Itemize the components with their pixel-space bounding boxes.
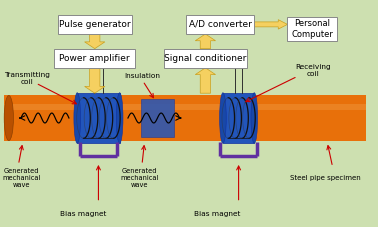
- FancyArrow shape: [195, 68, 215, 93]
- FancyArrow shape: [85, 34, 105, 49]
- FancyArrow shape: [85, 68, 105, 93]
- Text: Bias magnet: Bias magnet: [60, 211, 107, 217]
- FancyBboxPatch shape: [164, 49, 247, 68]
- FancyBboxPatch shape: [288, 17, 337, 41]
- Text: A/D converter: A/D converter: [189, 20, 252, 29]
- Text: Bias magnet: Bias magnet: [194, 211, 241, 217]
- Text: Generated
mechanical
wave: Generated mechanical wave: [121, 168, 159, 188]
- Text: Receiving
coil: Receiving coil: [295, 64, 331, 77]
- Text: Transmitting
coil: Transmitting coil: [5, 72, 50, 85]
- Text: Personal
Computer: Personal Computer: [291, 19, 333, 39]
- Bar: [223, 93, 254, 143]
- Text: Steel pipe specimen: Steel pipe specimen: [290, 175, 361, 181]
- Ellipse shape: [4, 95, 14, 141]
- FancyBboxPatch shape: [58, 15, 132, 34]
- FancyBboxPatch shape: [54, 49, 135, 68]
- FancyArrow shape: [195, 34, 215, 49]
- FancyArrow shape: [254, 20, 288, 29]
- Ellipse shape: [220, 93, 226, 143]
- Text: Generated
mechanical
wave: Generated mechanical wave: [3, 168, 41, 188]
- Bar: [5, 104, 366, 110]
- Text: Power amplifier: Power amplifier: [59, 54, 130, 63]
- Ellipse shape: [74, 93, 81, 143]
- Text: Signal conditioner: Signal conditioner: [164, 54, 246, 63]
- Bar: [5, 95, 366, 141]
- Ellipse shape: [116, 93, 123, 143]
- Bar: [141, 99, 174, 137]
- FancyBboxPatch shape: [186, 15, 254, 34]
- Text: Pulse generator: Pulse generator: [59, 20, 130, 29]
- Ellipse shape: [251, 93, 257, 143]
- Text: Insulation: Insulation: [124, 73, 160, 79]
- Bar: [77, 93, 120, 143]
